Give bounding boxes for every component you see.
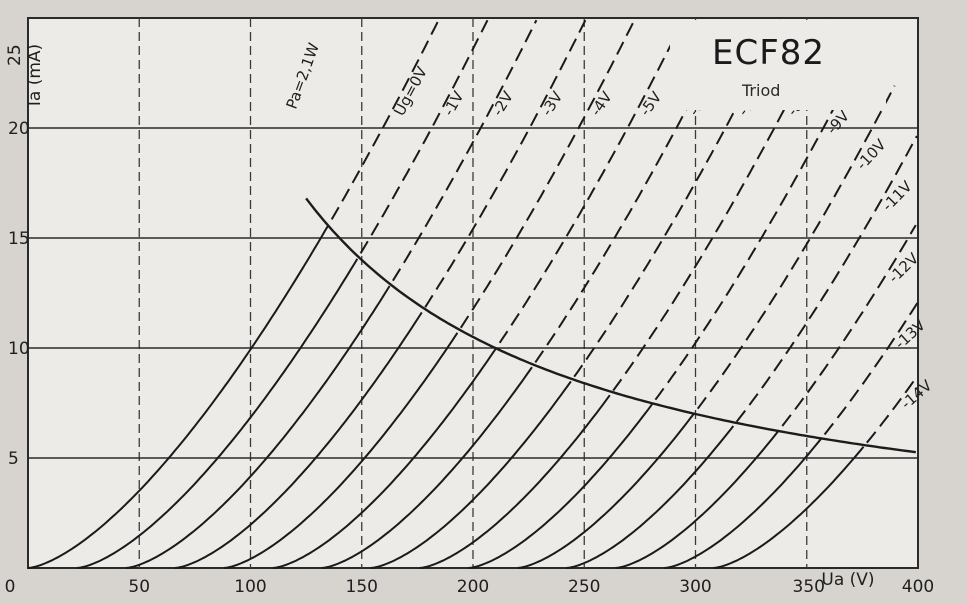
curve-dashed-8 <box>612 19 831 392</box>
curve-dashed-11 <box>735 135 918 423</box>
y-tick-label: 20 <box>8 119 30 139</box>
curve-solid-9 <box>468 403 653 569</box>
x-tick-label: 400 <box>902 577 934 597</box>
x-tick-label: 200 <box>457 577 489 597</box>
chart-subtitle: Triod <box>741 81 780 100</box>
x-tick-label: 250 <box>568 577 600 597</box>
chart-title: ECF82 <box>712 33 825 73</box>
curve-solid-0 <box>27 224 330 569</box>
y-tick-label: 10 <box>8 339 30 359</box>
curve-dashed-0 <box>330 19 440 220</box>
x-tick-label: 100 <box>234 577 266 597</box>
curve-solid-1 <box>76 258 359 569</box>
y-tick-label: 15 <box>8 229 30 249</box>
curve-dashed-3 <box>424 19 587 308</box>
y-tick-label: 25 <box>5 44 25 66</box>
x-tick-label: 50 <box>128 577 150 597</box>
curve-solid-10 <box>517 412 696 569</box>
curve-dashed-4 <box>459 19 636 329</box>
curve-dashed-5 <box>498 19 685 344</box>
curve-solid-7 <box>370 380 572 569</box>
curve-dashed-10 <box>696 85 896 410</box>
power-limit-hyperbola <box>305 197 916 454</box>
title-box <box>670 20 886 110</box>
curve-solid-8 <box>419 394 611 569</box>
tick-labels: 0 50 100 150 200 250 300 400 350 5 10 15 20 25 <box>5 44 935 597</box>
x-tick-label: 350 <box>793 577 825 597</box>
x-tick-label: 0 <box>5 577 16 597</box>
curve-solid-14 <box>713 446 865 569</box>
x-tick-label: 150 <box>346 577 378 597</box>
curve-dashed-14 <box>866 376 918 444</box>
x-tick-label: 300 <box>679 577 711 597</box>
x-axis-title: Ua (V) <box>821 570 874 590</box>
curve-solid-11 <box>566 425 735 569</box>
pmax-curve <box>305 197 916 454</box>
y-axis-title: Ia (mA) <box>25 44 45 106</box>
curve-dashed-1 <box>359 19 489 254</box>
curve-solid-5 <box>272 347 498 569</box>
curve-dashed-13 <box>823 301 919 436</box>
curve-solid-4 <box>223 332 459 569</box>
grid-lines <box>28 18 918 568</box>
curve-solid-2 <box>125 285 391 569</box>
curve-solid-13 <box>664 437 822 569</box>
curve-solid-3 <box>174 311 423 569</box>
curve-solid-6 <box>321 366 533 569</box>
curve-solid-12 <box>615 429 780 569</box>
y-tick-label: 5 <box>8 449 19 469</box>
curve-dashed-12 <box>781 224 917 427</box>
curve-dashed-2 <box>392 19 538 282</box>
